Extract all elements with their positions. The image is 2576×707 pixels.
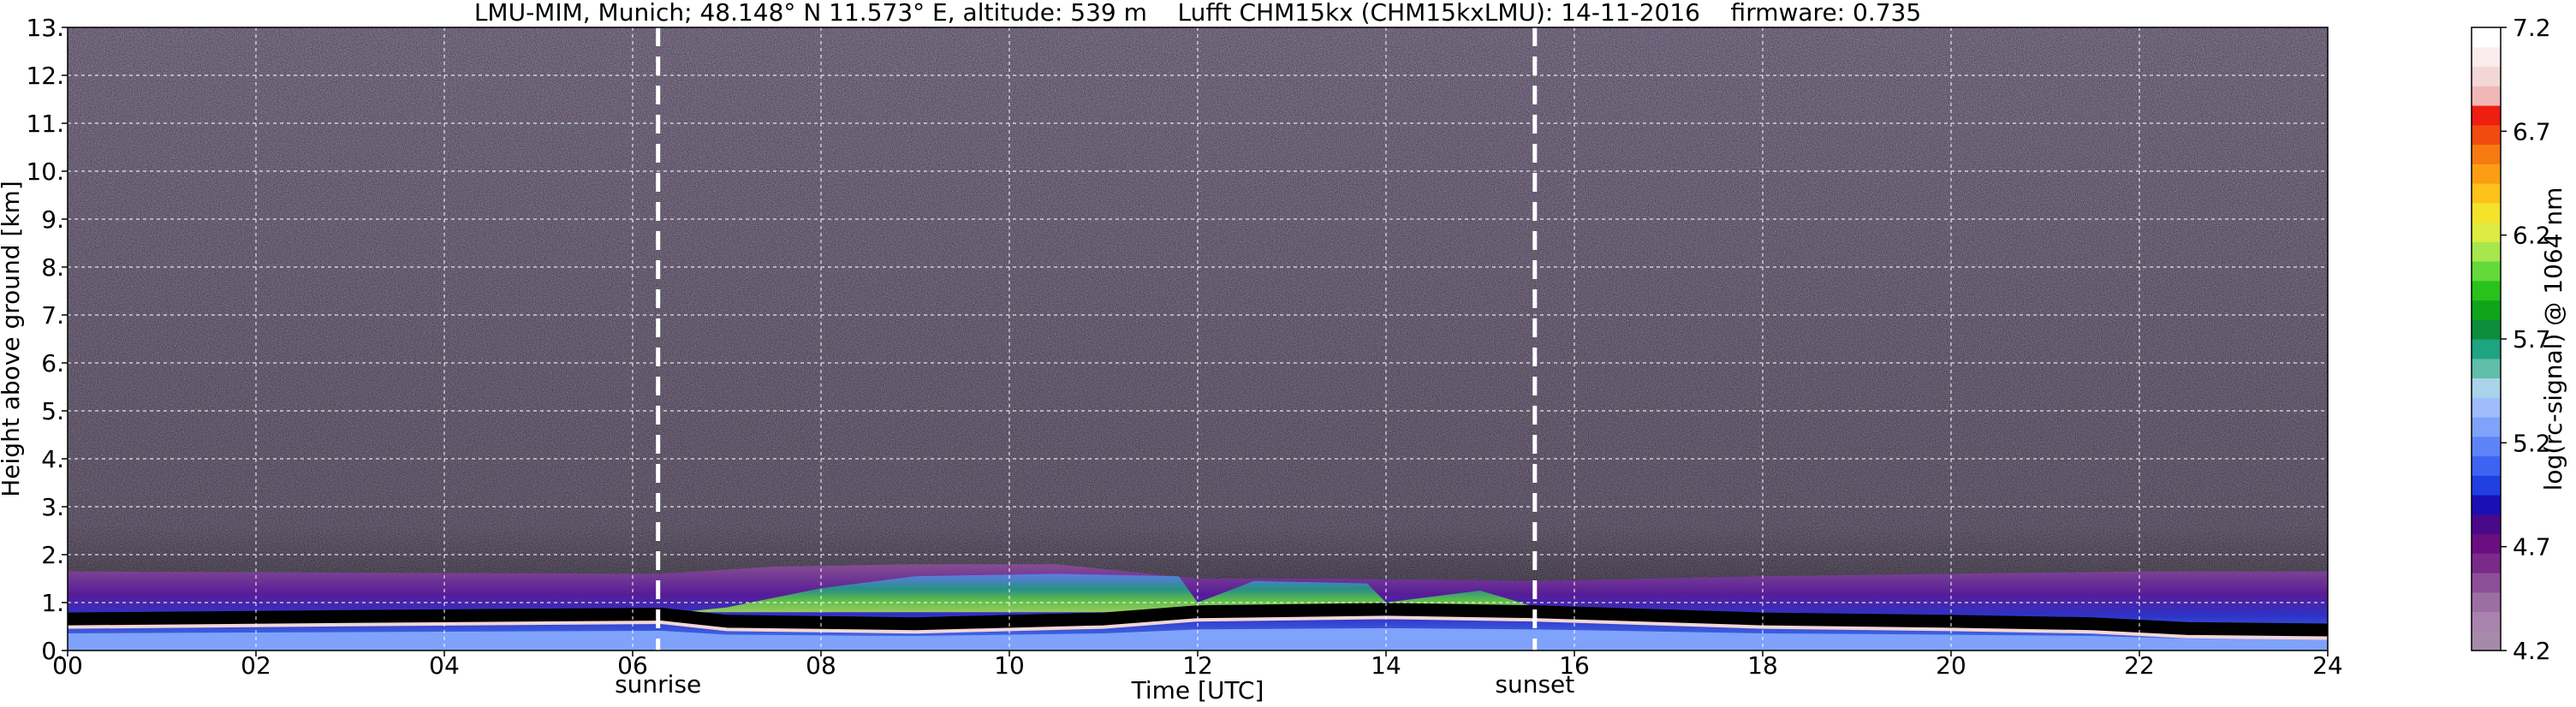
colorbar-segment	[2472, 241, 2501, 262]
y-tick-label: 10.	[26, 157, 64, 186]
y-tick-label: 2.	[41, 541, 64, 569]
colorbar-segment	[2472, 533, 2501, 554]
colorbar-segment	[2472, 27, 2501, 48]
y-tick-label: 7.	[41, 301, 64, 330]
event-labels: sunrise sunset	[615, 670, 1574, 698]
colorbar-segment	[2472, 591, 2501, 613]
colorbar-segment	[2472, 124, 2501, 146]
x-tick-label: 24	[2312, 651, 2343, 680]
y-tick-label: 12.	[26, 62, 64, 90]
colorbar-segment	[2472, 631, 2501, 651]
y-tick-label: 6.	[41, 349, 64, 377]
x-tick-label: 00	[52, 651, 83, 680]
colorbar-segment	[2472, 163, 2501, 184]
colorbar-tick-label: 4.2	[2513, 637, 2551, 665]
x-tick-label: 16	[1559, 651, 1590, 680]
colorbar-segment	[2472, 358, 2501, 379]
event-lines	[656, 27, 1538, 651]
colorbar-label: log(rc-signal) @ 1064 nm	[2539, 187, 2567, 491]
colorbar-tick-label: 6.2	[2513, 222, 2551, 250]
colorbar-segment	[2472, 397, 2501, 418]
y-tick-label: 4.	[41, 445, 64, 473]
colorbar-segment	[2472, 202, 2501, 223]
x-tick-label: 08	[806, 651, 836, 680]
sunset-label: sunset	[1495, 670, 1574, 698]
colorbar-segment	[2472, 319, 2501, 340]
y-axis-label: Height above ground [km]	[0, 181, 25, 497]
colorbar-segment	[2472, 553, 2501, 573]
colorbar-tick-label: 7.2	[2513, 14, 2551, 42]
y-tick-label: 8.	[41, 253, 64, 282]
y-tick-label: 1.	[41, 589, 64, 617]
y-tick-label: 3.	[41, 493, 64, 521]
colorbar-segment	[2472, 611, 2501, 632]
colorbar-segment	[2472, 66, 2501, 86]
colorbar-segment	[2472, 417, 2501, 437]
colorbar-segment	[2472, 339, 2501, 359]
boundary-layer-edge	[68, 615, 2328, 640]
colorbar-segment	[2472, 495, 2501, 515]
grid-lines	[68, 27, 2328, 651]
plot-area	[68, 27, 2328, 651]
x-tick-label: 22	[2124, 651, 2155, 680]
colorbar: 4.2 4.7 5.2 5.7 6.2 6.7 7.2	[2471, 14, 2551, 665]
colorbar-segment	[2472, 377, 2501, 398]
y-tick-label: 11.	[26, 110, 64, 138]
boundary-layer-band	[68, 603, 2328, 638]
sunrise-label: sunrise	[615, 670, 701, 698]
colorbar-segment	[2472, 183, 2501, 204]
x-tick-label: 06	[617, 651, 648, 680]
y-tick-label: 9.	[41, 205, 64, 234]
y-axis: 0. 1. 2. 3. 4. 5. 6. 7. 8. 9. 10. 11. 12. 13.	[26, 14, 68, 665]
x-tick-label: 18	[1747, 651, 1778, 680]
x-tick-label: 10	[994, 651, 1025, 680]
colorbar-segment	[2472, 105, 2501, 126]
colorbar-segment	[2472, 436, 2501, 457]
chart-title: LMU-MIM, Munich; 48.148° N 11.573° E, al…	[474, 0, 1921, 27]
colorbar-tick-label: 5.2	[2513, 429, 2551, 457]
colorbar-segment	[2472, 455, 2501, 476]
x-tick-label: 02	[241, 651, 271, 680]
colorbar-segment	[2472, 300, 2501, 320]
x-tick-label: 12	[1182, 651, 1213, 680]
y-tick-label: 5.	[41, 397, 64, 425]
x-axis: 00 02 04 06 08 10 12 14 16 18 20 22 24	[52, 651, 2343, 680]
colorbar-tick-label: 5.7	[2513, 325, 2551, 354]
y-tick-label: 0.	[41, 637, 64, 665]
colorbar-tick-label: 4.7	[2513, 533, 2551, 561]
colorbar-segment	[2472, 46, 2501, 68]
colorbar-segment	[2472, 144, 2501, 164]
x-tick-label: 04	[429, 651, 460, 680]
x-tick-label: 20	[1936, 651, 1966, 680]
colorbar-segment	[2472, 514, 2501, 535]
x-axis-label: Time [UTC]	[1131, 676, 1264, 704]
x-tick-label: 14	[1371, 651, 1401, 680]
colorbar-segment	[2472, 86, 2501, 106]
y-tick-label: 13.	[26, 14, 64, 42]
colorbar-segment	[2472, 475, 2501, 496]
colorbar-tick-label: 6.7	[2513, 117, 2551, 146]
colorbar-segment	[2472, 261, 2501, 282]
colorbar-segment	[2472, 573, 2501, 593]
colorbar-segment	[2472, 280, 2501, 301]
colorbar-segment	[2472, 222, 2501, 242]
